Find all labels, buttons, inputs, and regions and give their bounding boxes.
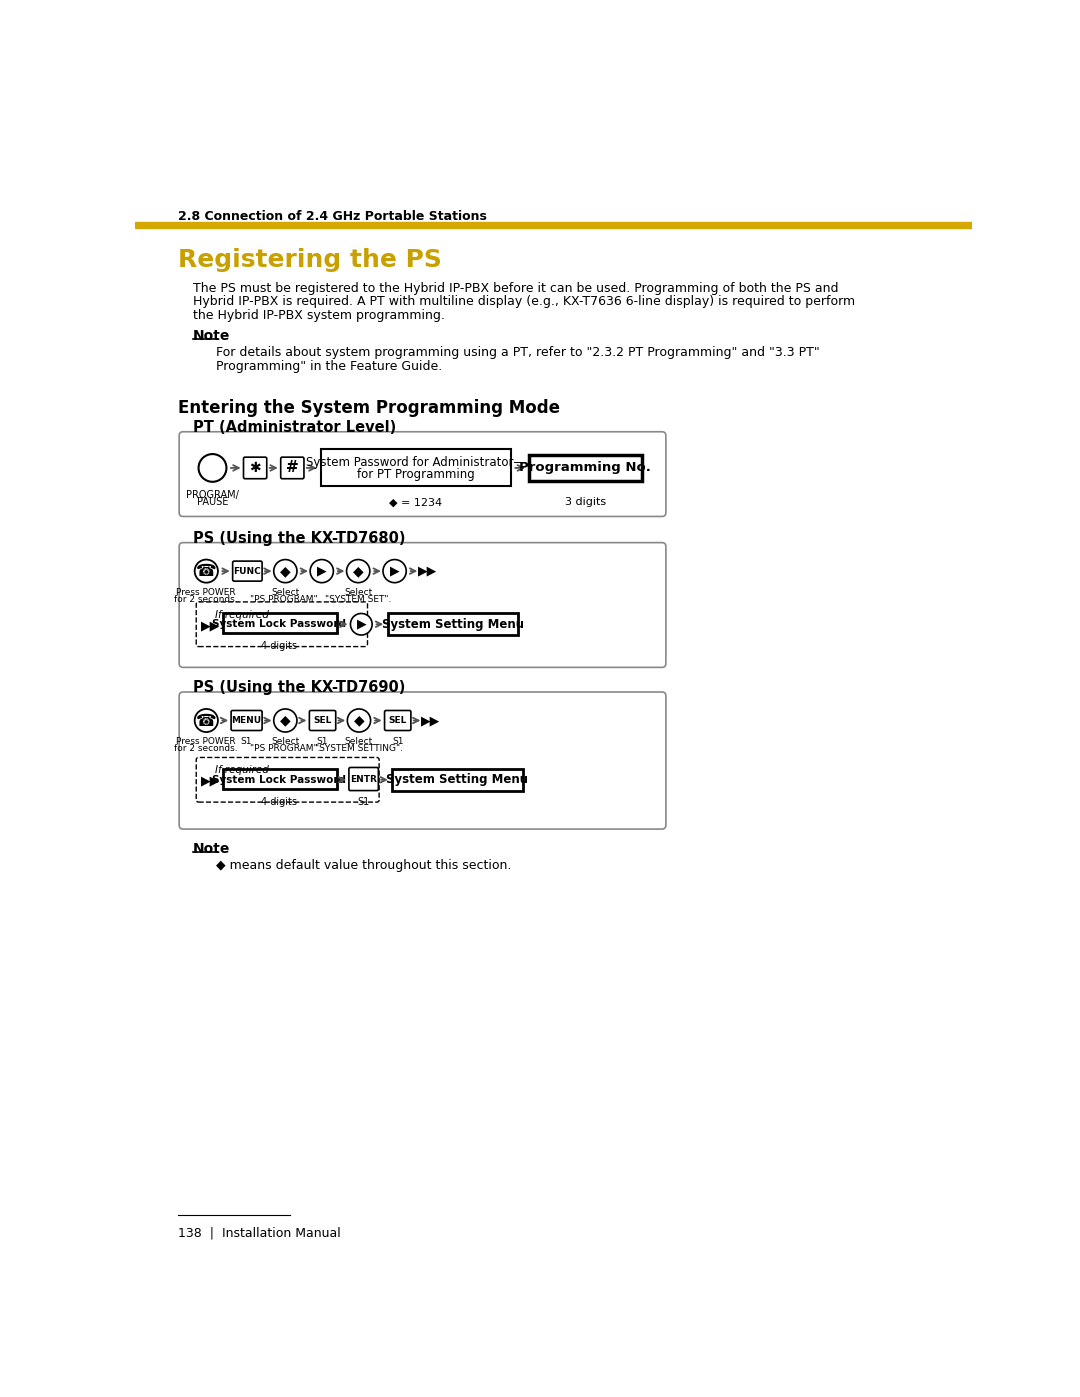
- Circle shape: [350, 613, 373, 636]
- Text: ▶: ▶: [390, 564, 400, 577]
- FancyBboxPatch shape: [349, 767, 378, 791]
- Bar: [529, 455, 642, 481]
- Text: ▶▶: ▶▶: [421, 714, 441, 726]
- Text: 4 digits: 4 digits: [261, 641, 297, 651]
- FancyBboxPatch shape: [384, 711, 410, 731]
- FancyBboxPatch shape: [179, 432, 666, 517]
- Text: ▶▶: ▶▶: [201, 775, 220, 788]
- FancyBboxPatch shape: [231, 711, 262, 731]
- Text: ENTR: ENTR: [350, 775, 377, 784]
- Text: ▶: ▶: [356, 617, 366, 631]
- Text: 3 digits: 3 digits: [565, 497, 606, 507]
- Text: 4 digits: 4 digits: [261, 796, 297, 806]
- Text: ▶▶: ▶▶: [418, 564, 437, 577]
- Text: S1: S1: [241, 738, 253, 746]
- Text: PS (Using the KX-TD7690): PS (Using the KX-TD7690): [193, 680, 405, 696]
- Circle shape: [273, 560, 297, 583]
- Text: For details about system programming using a PT, refer to "2.3.2 PT Programming": For details about system programming usi…: [216, 346, 820, 359]
- Text: Note: Note: [193, 842, 230, 856]
- Text: The PS must be registered to the Hybrid IP-PBX before it can be used. Programmin: The PS must be registered to the Hybrid …: [193, 282, 839, 295]
- Text: Note: Note: [193, 330, 230, 344]
- FancyBboxPatch shape: [179, 542, 666, 668]
- Text: Programming No.: Programming No.: [519, 461, 651, 475]
- Bar: [321, 450, 511, 486]
- Text: ◆ means default value throughout this section.: ◆ means default value throughout this se…: [216, 859, 512, 872]
- Bar: [135, 222, 972, 228]
- Text: Select: Select: [345, 738, 373, 746]
- Circle shape: [194, 560, 218, 583]
- Text: PT (Administrator Level): PT (Administrator Level): [193, 420, 396, 436]
- Text: 138  |  Installation Manual: 138 | Installation Manual: [177, 1227, 340, 1239]
- Bar: [222, 768, 337, 789]
- Text: Entering the System Programming Mode: Entering the System Programming Mode: [177, 398, 559, 416]
- Text: ◆: ◆: [353, 714, 364, 728]
- Bar: [392, 768, 523, 791]
- Text: #: #: [286, 461, 299, 475]
- Text: Programming" in the Feature Guide.: Programming" in the Feature Guide.: [216, 360, 443, 373]
- Text: If required: If required: [215, 609, 269, 620]
- Text: System Password for Administrator—: System Password for Administrator—: [306, 455, 525, 469]
- FancyBboxPatch shape: [197, 602, 367, 647]
- Text: MENU: MENU: [231, 717, 261, 725]
- FancyBboxPatch shape: [232, 562, 262, 581]
- Text: ◆: ◆: [280, 564, 291, 578]
- FancyBboxPatch shape: [281, 457, 303, 479]
- Text: "PS PROGRAM".: "PS PROGRAM".: [251, 745, 321, 753]
- Text: SEL: SEL: [313, 717, 332, 725]
- Text: Press POWER: Press POWER: [176, 738, 237, 746]
- Text: "SYSTEM SETTING".: "SYSTEM SETTING".: [315, 745, 403, 753]
- Text: for PT Programming: for PT Programming: [356, 468, 474, 482]
- Text: If required: If required: [215, 766, 269, 775]
- FancyBboxPatch shape: [243, 457, 267, 479]
- Text: System Setting Menu: System Setting Menu: [381, 617, 524, 631]
- FancyBboxPatch shape: [309, 711, 336, 731]
- Text: PS (Using the KX-TD7680): PS (Using the KX-TD7680): [193, 531, 406, 546]
- Text: S1: S1: [392, 738, 404, 746]
- Text: ☎: ☎: [195, 562, 217, 580]
- Text: System Lock Password: System Lock Password: [212, 775, 347, 785]
- Text: Hybrid IP-PBX is required. A PT with multiline display (e.g., KX-T7636 6-line di: Hybrid IP-PBX is required. A PT with mul…: [193, 295, 855, 309]
- Text: Select: Select: [271, 588, 299, 597]
- Text: 2.8 Connection of 2.4 GHz Portable Stations: 2.8 Connection of 2.4 GHz Portable Stati…: [177, 210, 486, 224]
- Text: ◆: ◆: [353, 564, 364, 578]
- Text: ☎: ☎: [195, 711, 217, 729]
- Bar: [222, 613, 337, 633]
- Text: SEL: SEL: [389, 717, 407, 725]
- Text: Select: Select: [271, 738, 299, 746]
- Text: ▶▶: ▶▶: [201, 619, 220, 633]
- Text: PAUSE: PAUSE: [197, 497, 228, 507]
- Text: System Setting Menu: System Setting Menu: [387, 774, 528, 787]
- Text: for 2 seconds.: for 2 seconds.: [175, 745, 238, 753]
- Text: Registering the PS: Registering the PS: [177, 249, 442, 272]
- FancyBboxPatch shape: [197, 757, 379, 802]
- Text: PROGRAM/: PROGRAM/: [186, 489, 239, 500]
- Circle shape: [348, 708, 370, 732]
- Text: ◆: ◆: [280, 714, 291, 728]
- Text: for 2 seconds.: for 2 seconds.: [175, 595, 238, 604]
- Text: System Lock Password: System Lock Password: [212, 619, 347, 629]
- Text: FUNC: FUNC: [233, 567, 261, 576]
- Circle shape: [383, 560, 406, 583]
- Circle shape: [347, 560, 369, 583]
- Text: S1: S1: [316, 738, 328, 746]
- Text: ✱: ✱: [249, 461, 261, 475]
- Text: "PS PROGRAM".: "PS PROGRAM".: [251, 595, 321, 604]
- Text: "SYSTEM SET".: "SYSTEM SET".: [325, 595, 391, 604]
- Circle shape: [310, 560, 334, 583]
- Circle shape: [194, 708, 218, 732]
- Text: ▶: ▶: [316, 564, 326, 577]
- Circle shape: [273, 708, 297, 732]
- Text: S1: S1: [357, 796, 369, 806]
- FancyBboxPatch shape: [179, 692, 666, 828]
- Text: Press POWER: Press POWER: [176, 588, 237, 597]
- Circle shape: [199, 454, 227, 482]
- Text: ◆ = 1234: ◆ = 1234: [389, 497, 442, 507]
- Text: Select: Select: [345, 588, 373, 597]
- Text: the Hybrid IP-PBX system programming.: the Hybrid IP-PBX system programming.: [193, 309, 445, 323]
- Bar: [388, 613, 517, 636]
